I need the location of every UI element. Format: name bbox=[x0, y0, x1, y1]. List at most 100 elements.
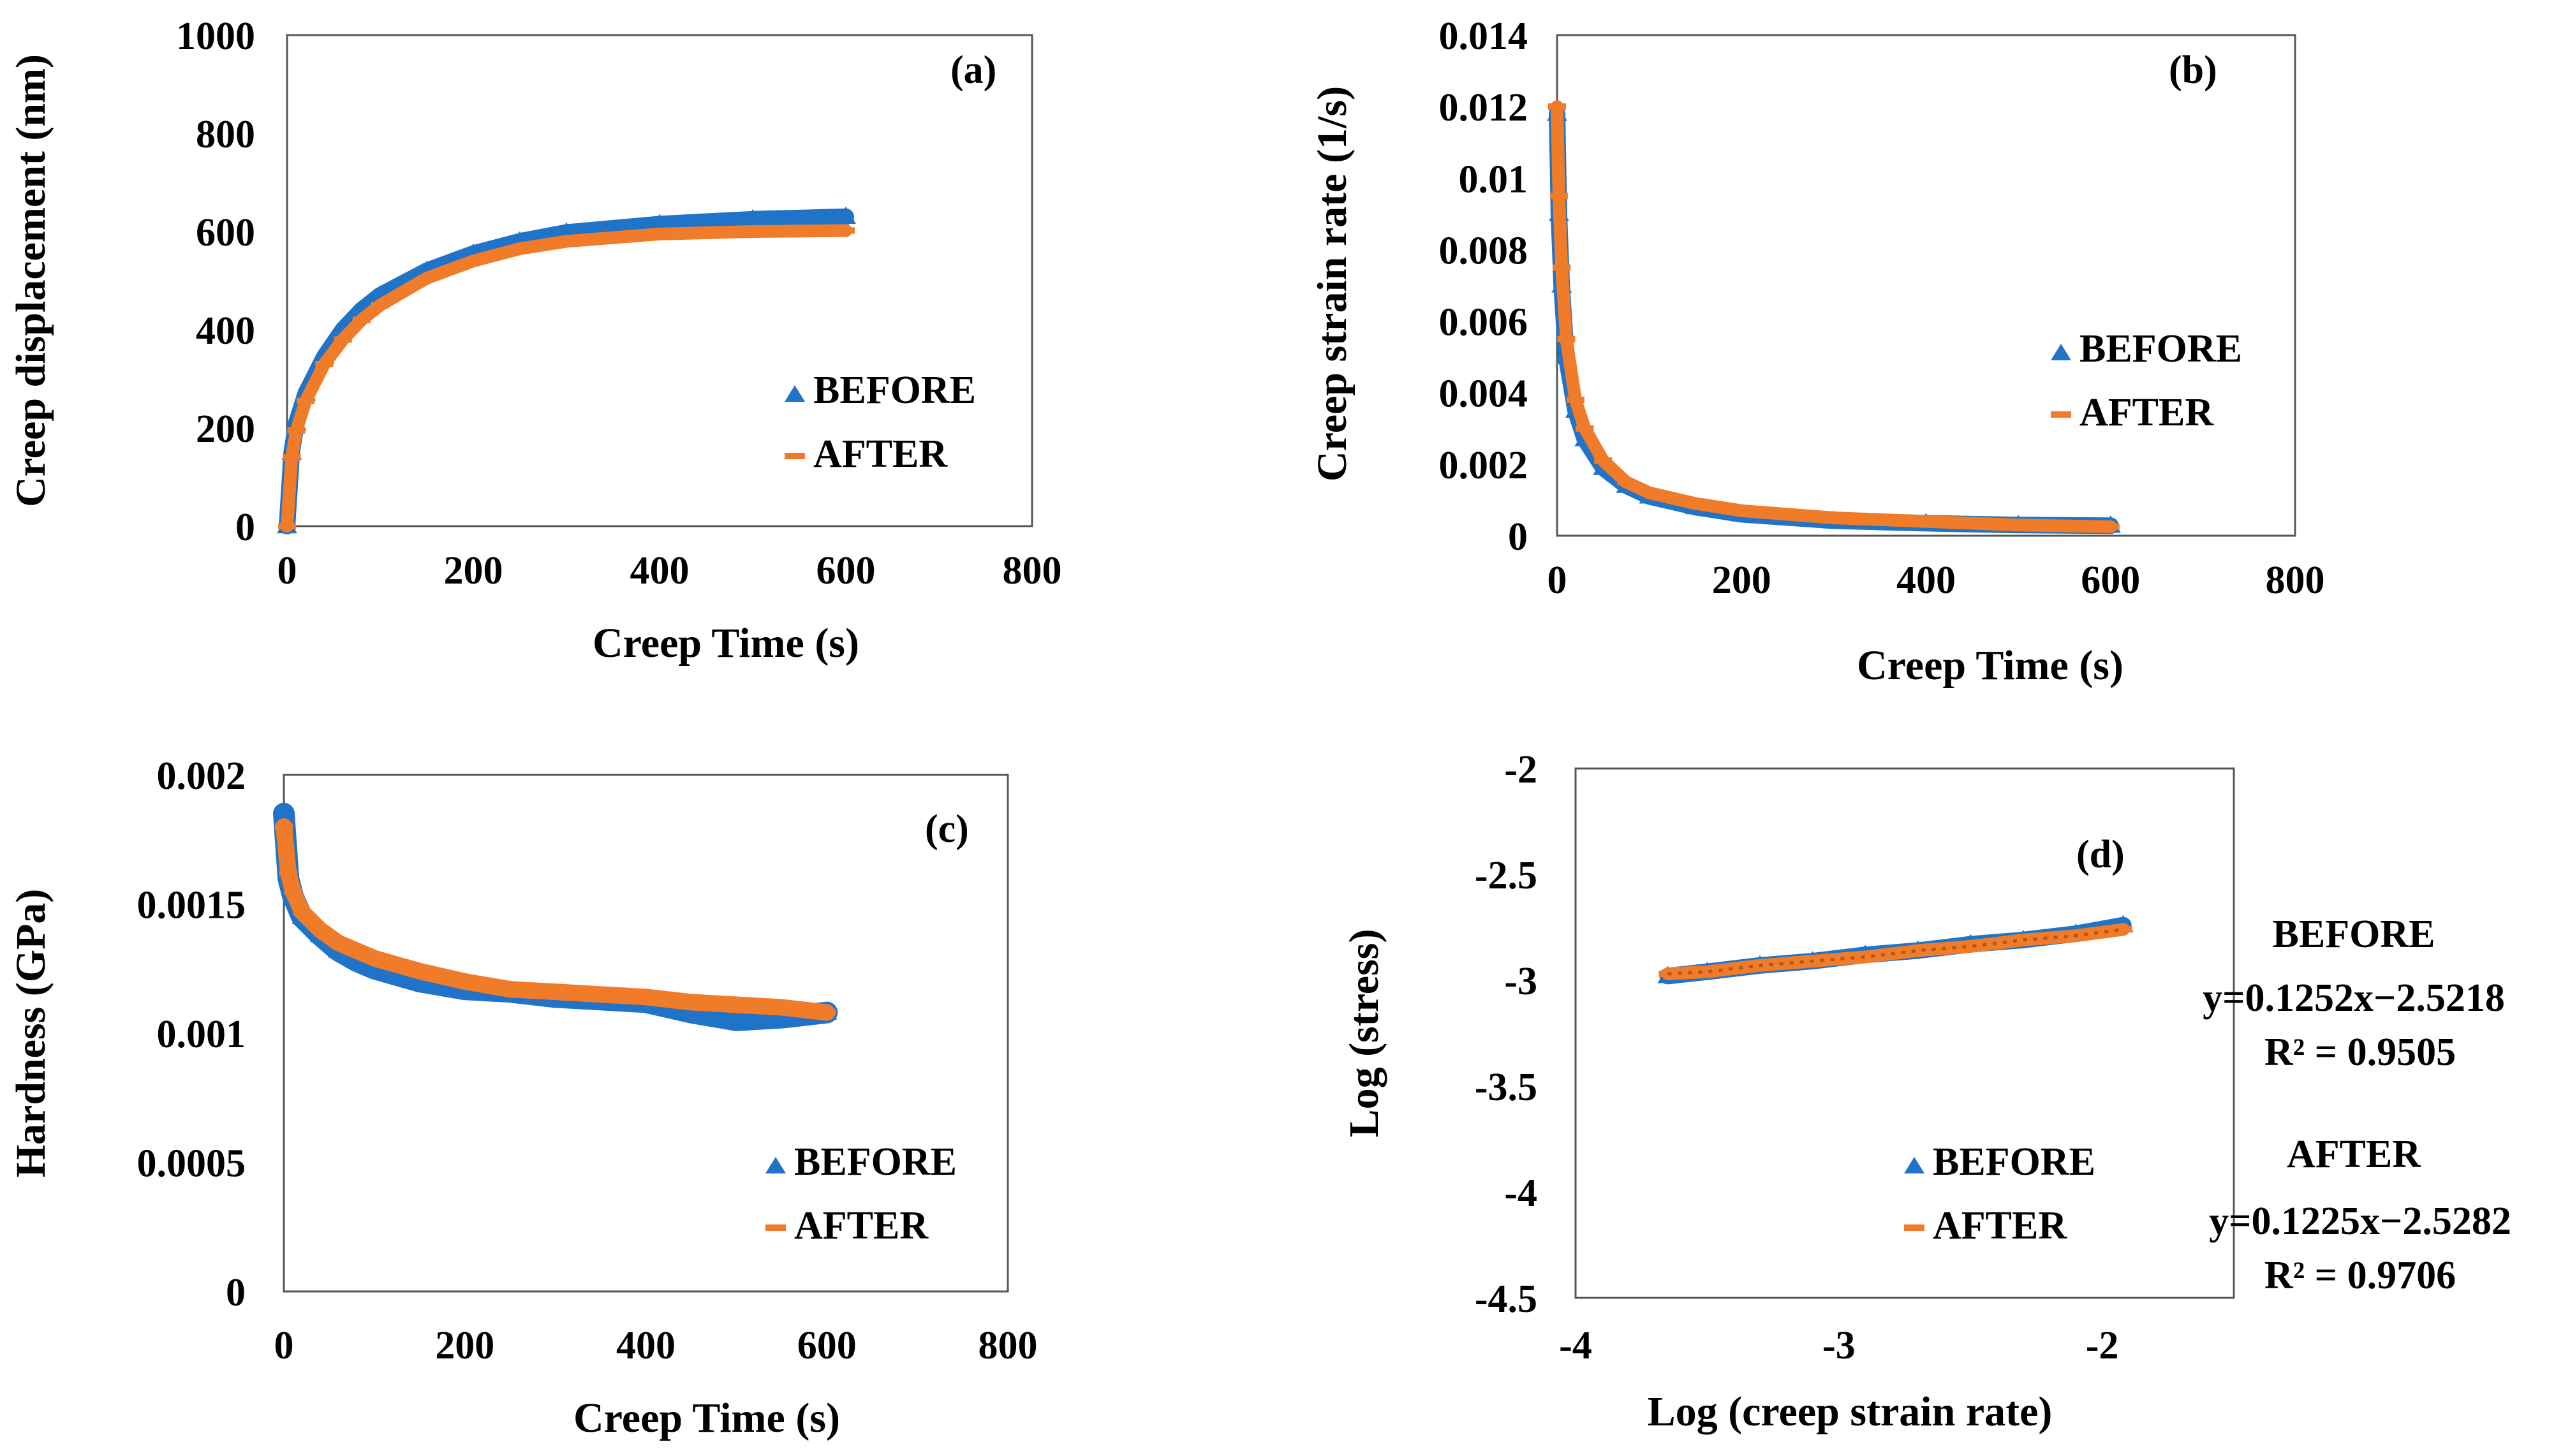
chart-c-ytick-label: 0.001 bbox=[157, 1013, 246, 1056]
chart-a-point-after bbox=[558, 238, 575, 245]
chart-c-point-before bbox=[364, 958, 385, 976]
chart-d-frame bbox=[1574, 767, 2235, 1299]
chart-c-point-before bbox=[274, 803, 294, 821]
chart-d-ytick-label: -3.5 bbox=[1475, 1066, 1537, 1109]
chart-b-point-after bbox=[1557, 335, 1576, 342]
annotation-before-r2: R² = 0.9505 bbox=[2264, 1031, 2456, 1074]
chart-d-point-after bbox=[2014, 936, 2032, 943]
chart-b-legend-after: AFTER bbox=[2079, 391, 2214, 434]
chart-a-frame bbox=[286, 34, 1033, 527]
chart-c-legend-before: BEFORE bbox=[794, 1140, 957, 1184]
chart-a-ytick-label: 800 bbox=[196, 113, 255, 156]
chart-a-ytick-label: 0 bbox=[235, 506, 255, 549]
chart-b-xlabel: Creep Time (s) bbox=[1857, 642, 2123, 689]
chart-c-point-after bbox=[772, 1004, 791, 1011]
chart-b-xtick-label: 800 bbox=[2266, 559, 2325, 602]
annotation-after-equation: y=0.1225x−2.5282 bbox=[2209, 1200, 2511, 1243]
chart-c-legend: BEFORE AFTER bbox=[765, 1140, 957, 1247]
chart-d-ytick-label: -4 bbox=[1504, 1172, 1537, 1215]
chart-b-point-after bbox=[1549, 193, 1568, 200]
chart-c-point-after bbox=[365, 955, 383, 962]
chart-c-point-before bbox=[771, 1007, 792, 1025]
chart-b-series-before-line bbox=[1549, 105, 2119, 534]
chart-a-point-after bbox=[334, 336, 352, 343]
chart-c-ytick-label: 0.002 bbox=[157, 754, 246, 798]
chart-a-point-after bbox=[287, 427, 306, 434]
chart-a-point-after bbox=[837, 227, 855, 234]
chart-c-point-after bbox=[591, 991, 610, 998]
chart-a-legend-after: AFTER bbox=[813, 432, 948, 476]
chart-b-point-after bbox=[2009, 522, 2028, 529]
chart-c-point-after bbox=[329, 939, 348, 946]
chart-b-point-after bbox=[1640, 489, 1658, 496]
chart-a-point-after bbox=[744, 228, 762, 235]
chart-b-xtick-label: 400 bbox=[1896, 559, 1956, 602]
annotation-after-r2: R² = 0.9706 bbox=[2264, 1254, 2456, 1297]
chart-c-point-after bbox=[410, 967, 429, 974]
chart-b-point-after bbox=[1553, 264, 1571, 271]
chart-a-ytick-label: 1000 bbox=[176, 15, 255, 58]
chart-c-point-after bbox=[275, 823, 293, 830]
chart-d-xtick-label: -2 bbox=[2086, 1324, 2119, 1367]
chart-a-point-after bbox=[315, 360, 334, 367]
chart-a: (a) Creep Time (s) Creep displacement (n… bbox=[8, 15, 1062, 666]
chart-b-frame bbox=[1556, 34, 2296, 537]
chart-b-ytick-label: 0.014 bbox=[1439, 15, 1528, 58]
chart-a-xtick-label: 400 bbox=[630, 549, 690, 592]
chart-a-point-after bbox=[371, 302, 389, 309]
chart-d-point-after bbox=[1698, 968, 1717, 975]
chart-c-point-before bbox=[726, 1010, 747, 1027]
chart-d-ytick-label: -2 bbox=[1504, 748, 1537, 791]
chart-a-legend-before: BEFORE bbox=[813, 369, 976, 412]
chart-c-point-after bbox=[637, 994, 655, 1001]
chart-a-ytick-label: 200 bbox=[196, 408, 255, 451]
chart-c-point-after bbox=[293, 908, 311, 915]
chart-c-ytick-label: 0.0015 bbox=[137, 884, 246, 927]
chart-c-legend-before-marker bbox=[765, 1157, 786, 1173]
chart-a-legend-after-marker bbox=[785, 453, 805, 459]
chart-b-ylabel: Creep strain rate (1/s) bbox=[1309, 86, 1355, 482]
chart-b-point-after bbox=[2101, 524, 2120, 530]
chart-d: (d) Log (creep strain rate) Log (stress)… bbox=[1341, 748, 2511, 1435]
chart-c-point-after bbox=[347, 947, 366, 954]
chart-a-xtick-label: 0 bbox=[277, 549, 297, 592]
chart-a-panel-label: (a) bbox=[950, 48, 996, 92]
chart-b: (b) Creep Time (s) Creep strain rate (1/… bbox=[1309, 15, 2325, 689]
chart-c-ytick-label: 0.0005 bbox=[137, 1142, 246, 1186]
chart-b-legend-after-marker bbox=[2051, 411, 2071, 418]
chart-b-series-after-line bbox=[1551, 100, 2117, 533]
chart-c-point-after bbox=[682, 999, 700, 1006]
chart-b-xtick-label: 200 bbox=[1712, 559, 1771, 602]
chart-c-xtick-label: 0 bbox=[274, 1324, 294, 1367]
chart-b-legend-before-marker bbox=[2051, 344, 2071, 360]
chart-a-series-after-line bbox=[281, 224, 852, 533]
chart-c: (c) Creep Time (s) Hardness (GPa) BEFORE… bbox=[8, 754, 1038, 1441]
chart-a-point-after bbox=[464, 258, 482, 265]
annotation-before-equation: y=0.1252x−2.5218 bbox=[2203, 976, 2505, 1020]
chart-d-point-after bbox=[1909, 947, 1927, 954]
chart-b-point-after bbox=[1917, 518, 1935, 525]
chart-d-xlabel: Log (creep strain rate) bbox=[1648, 1388, 2053, 1435]
chart-d-ytick-label: -3 bbox=[1504, 960, 1537, 1003]
chart-a-point-after bbox=[511, 246, 529, 252]
chart-b-panel-label: (b) bbox=[2169, 48, 2217, 92]
chart-a-ylabel: Creep displacement (nm) bbox=[8, 54, 54, 507]
chart-d-point-after bbox=[1961, 943, 1980, 950]
chart-b-ytick-label: 0.008 bbox=[1439, 229, 1528, 272]
chart-c-point-after bbox=[284, 888, 302, 895]
chart-d-annotations: BEFORE y=0.1252x−2.5218 R² = 0.9505 AFTE… bbox=[2203, 913, 2511, 1297]
chart-c-panel-label: (c) bbox=[925, 807, 969, 851]
chart-d-xtick-label: -3 bbox=[1822, 1324, 1856, 1367]
chart-d-panel-label: (d) bbox=[2076, 833, 2125, 876]
chart-c-point-before bbox=[681, 1002, 702, 1020]
chart-a-point-after bbox=[352, 316, 371, 323]
chart-a-point-before bbox=[649, 214, 670, 232]
chart-a-point-after bbox=[651, 230, 668, 237]
chart-c-legend-after-marker bbox=[765, 1224, 786, 1231]
chart-d-trendline bbox=[1667, 927, 2123, 976]
chart-b-point-after bbox=[1594, 457, 1613, 464]
chart-b-point-after bbox=[1576, 425, 1594, 432]
chart-c-xtick-label: 200 bbox=[435, 1324, 494, 1367]
chart-c-xtick-label: 600 bbox=[797, 1324, 857, 1367]
